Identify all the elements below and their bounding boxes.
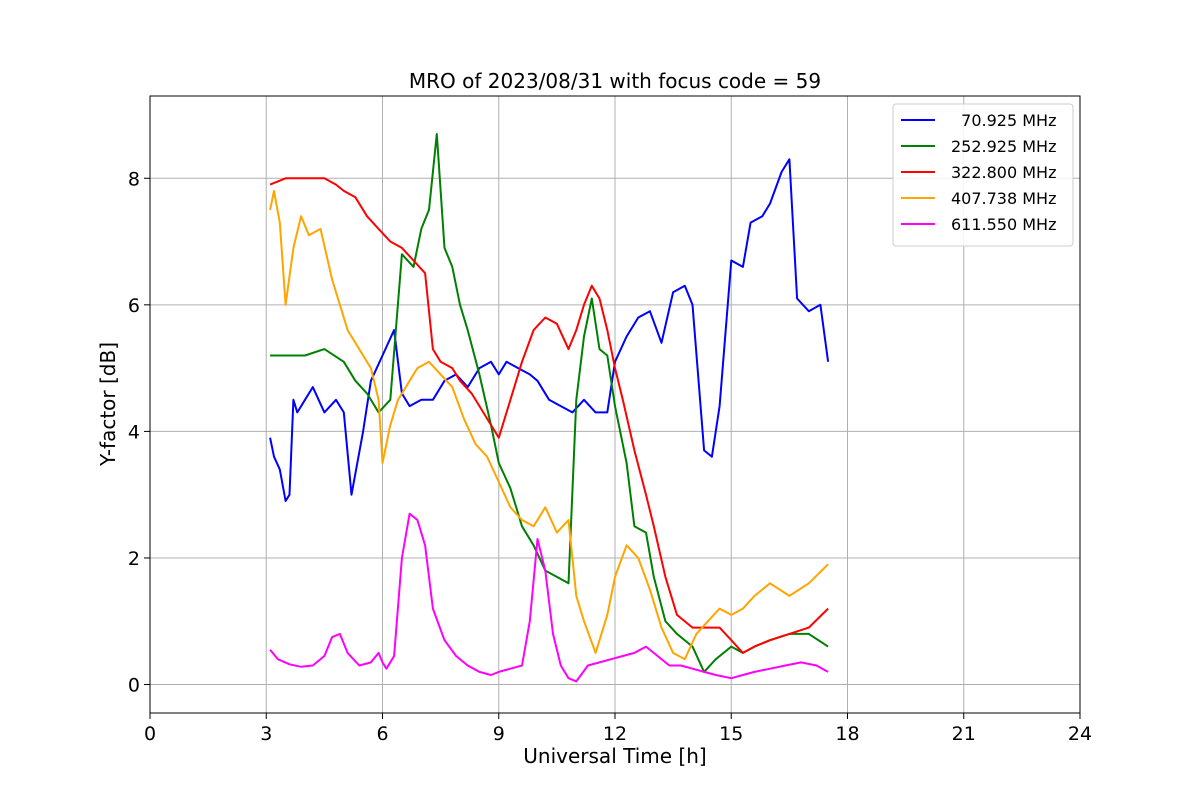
- series-layer: [269, 133, 830, 683]
- y-tick-label: 8: [128, 168, 140, 190]
- y-tick-label: 6: [128, 295, 140, 317]
- series-line-3: [269, 177, 829, 654]
- legend-label: 322.800 MHz: [951, 163, 1056, 182]
- x-tick-label: 6: [376, 723, 388, 745]
- chart-title: MRO of 2023/08/31 with focus code = 59: [409, 69, 821, 93]
- legend-label: 407.738 MHz: [951, 189, 1056, 208]
- x-tick-label: 0: [144, 723, 156, 745]
- y-axis-label: Y-factor [dB]: [96, 342, 120, 467]
- y-tick-label: 0: [128, 675, 140, 697]
- y-axis-ticks: 0 2 4 6 8: [128, 168, 150, 697]
- legend-label: 611.550 MHz: [951, 215, 1056, 234]
- x-axis-label: Universal Time [h]: [523, 744, 706, 768]
- legend-label: 70.925 MHz: [951, 111, 1056, 130]
- y-tick-label: 4: [128, 421, 140, 443]
- y-tick-label: 2: [128, 548, 140, 570]
- series-line-1: [269, 158, 830, 502]
- series-line-2: [270, 133, 829, 673]
- x-tick-label: 21: [952, 723, 976, 745]
- x-tick-label: 15: [719, 723, 743, 745]
- x-tick-label: 3: [260, 723, 272, 745]
- x-tick-label: 24: [1068, 723, 1092, 745]
- legend-label: 252.925 MHz: [951, 137, 1056, 156]
- x-axis-ticks: 0 3 6 9 12 15 18 21 24: [144, 713, 1092, 745]
- x-tick-label: 18: [835, 723, 859, 745]
- series-line-4: [269, 189, 829, 661]
- legend: 70.925 MHz 252.925 MHz 322.800 MHz 407.738 …: [892, 103, 1074, 247]
- x-tick-label: 12: [603, 723, 627, 745]
- legend-box: [892, 103, 1074, 247]
- series-line-5: [269, 512, 829, 683]
- x-tick-label: 9: [493, 723, 505, 745]
